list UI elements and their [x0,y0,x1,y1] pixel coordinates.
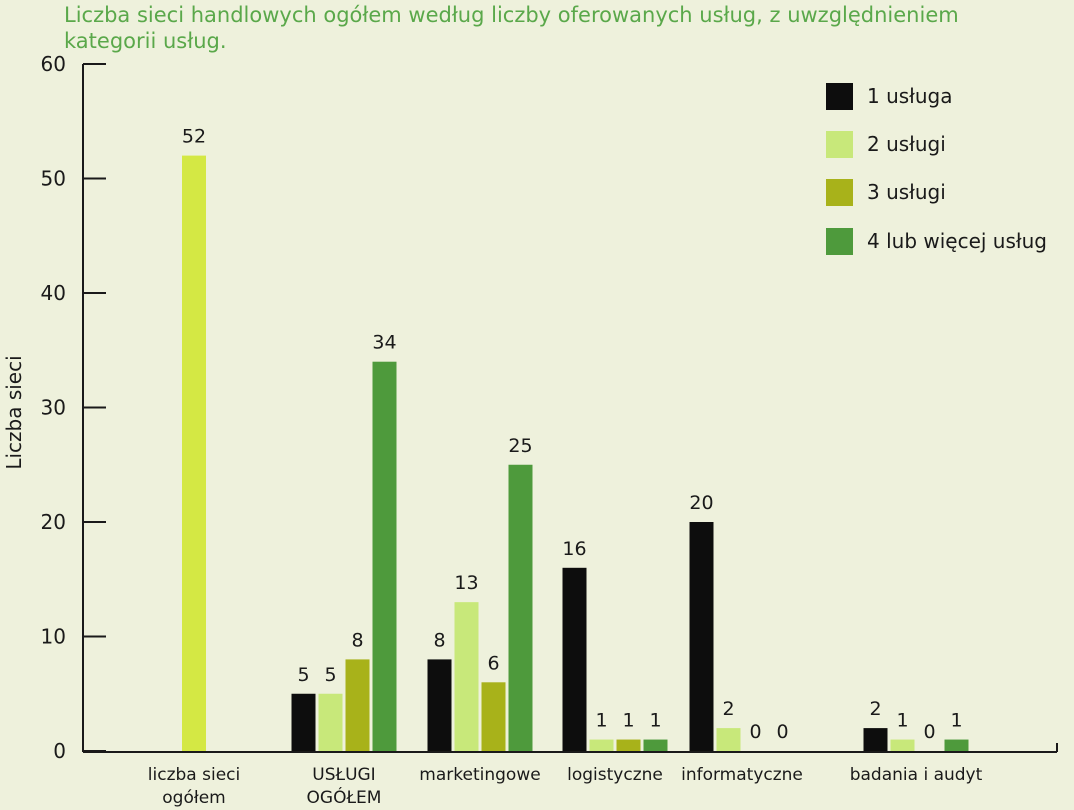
data-label: 16 [562,538,586,560]
bar [454,602,479,751]
data-label: 1 [595,710,607,732]
legend-label: 3 usługi [867,180,946,204]
bar [716,728,741,751]
data-label: 20 [689,492,713,514]
data-label: 8 [351,629,363,651]
category-label: badania i audyt [850,765,983,785]
bar [182,155,206,752]
data-label: 0 [749,721,761,743]
legend-swatch [826,179,853,206]
category-label: marketingowe [419,765,540,785]
bar [481,682,506,751]
data-label: 1 [950,710,962,732]
category-label: logistyczne [567,765,663,785]
bar [643,739,668,751]
y-tick-label: 30 [41,396,66,420]
data-label: 2 [722,698,734,720]
data-label: 6 [487,652,499,674]
y-tick-label: 10 [41,625,66,649]
y-tick-label: 60 [41,52,66,76]
bar [890,739,915,751]
y-tick-label: 50 [41,167,66,191]
data-label: 25 [508,435,532,457]
bar [863,728,888,751]
bar [508,464,533,751]
legend-label: 1 usługa [867,84,953,108]
data-label: 0 [776,721,788,743]
legend-swatch [826,131,853,158]
bar [616,739,641,751]
data-label: 5 [324,664,336,686]
category-label: OGÓŁEM [307,786,382,808]
data-label: 34 [372,332,396,354]
legend-label: 4 lub więcej usług [867,229,1047,253]
bar [372,361,397,751]
bar [291,693,316,751]
data-label: 13 [454,572,478,594]
bar [562,567,587,751]
data-label: 5 [297,664,309,686]
data-label: 0 [923,721,935,743]
legend-swatch [826,83,853,110]
y-axis-label: Liczba sieci [2,355,26,469]
data-label: 1 [896,710,908,732]
data-label: 1 [649,710,661,732]
bar [689,522,714,751]
data-label: 8 [433,629,445,651]
legend-label: 2 usługi [867,132,946,156]
bar [318,693,343,751]
data-label: 52 [182,126,206,148]
legend-swatch [826,228,853,255]
category-label: liczba sieci [148,765,240,785]
bar [427,659,452,751]
category-label: ogółem [162,788,225,808]
category-label: USŁUGI [312,765,375,785]
bar [345,659,370,751]
data-label: 1 [622,710,634,732]
chart-title: Liczba sieci handlowych ogółem według li… [64,3,959,53]
bar [589,739,614,751]
y-tick-label: 0 [53,739,66,763]
y-tick-label: 20 [41,510,66,534]
data-label: 2 [869,698,881,720]
y-tick-label: 40 [41,281,66,305]
bar [944,739,969,751]
category-label: informatyczne [681,765,803,785]
